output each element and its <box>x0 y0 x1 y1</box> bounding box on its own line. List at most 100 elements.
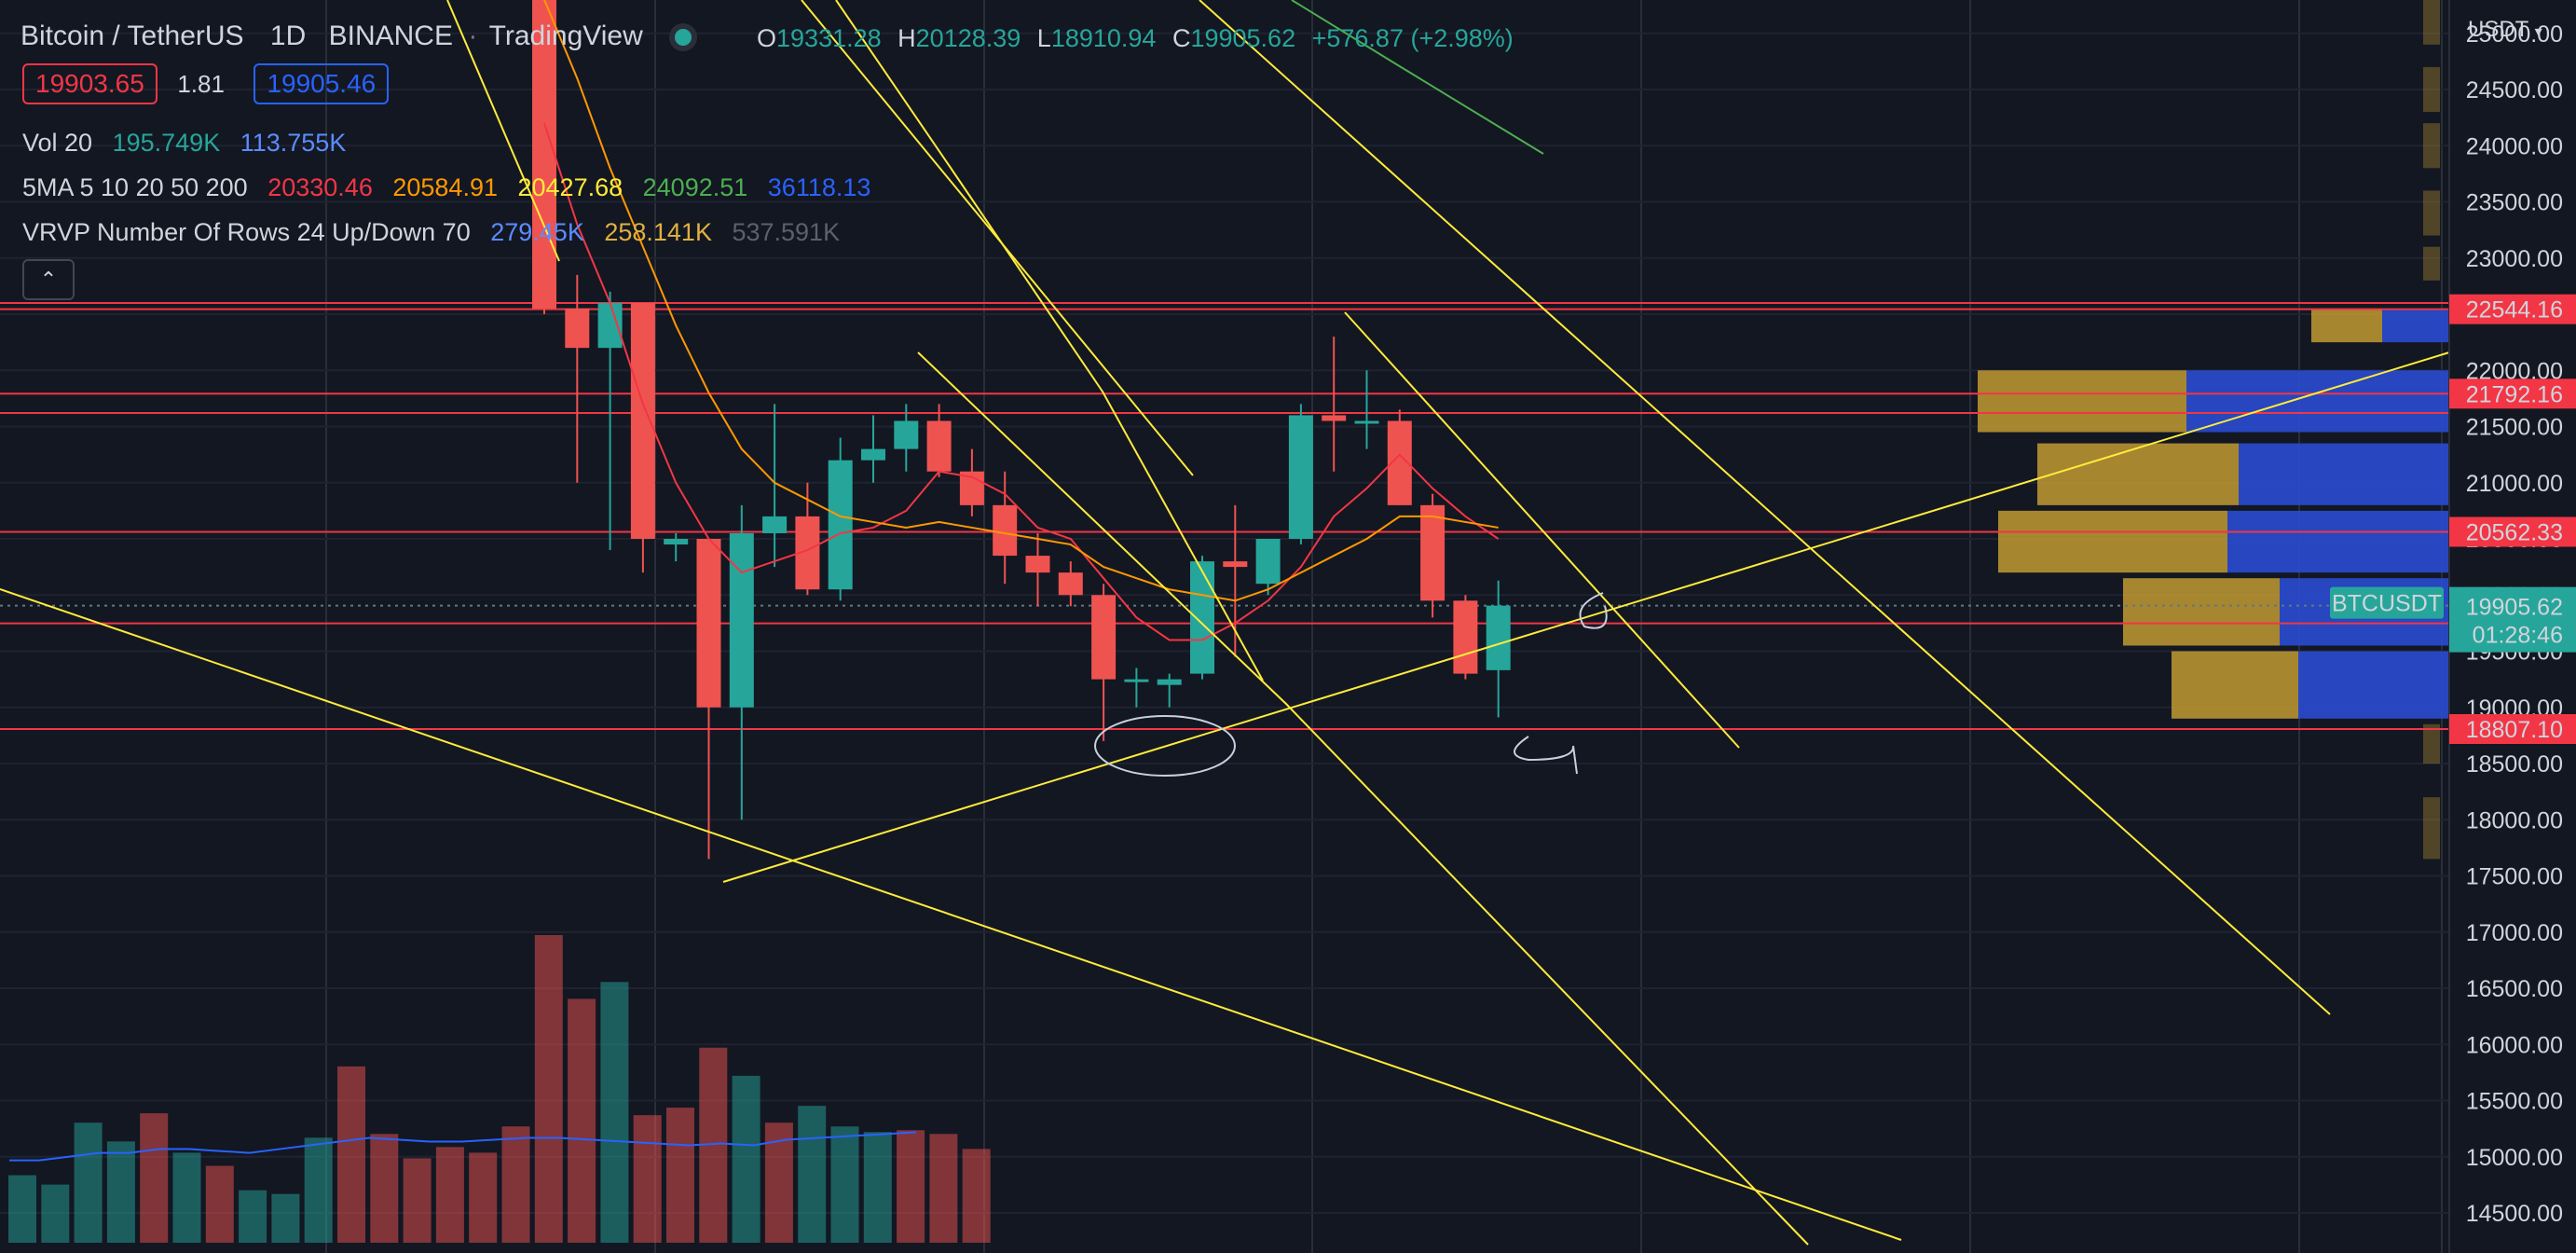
price-tick-label: 15500.00 <box>2466 1089 2563 1115</box>
candle-body <box>828 460 853 590</box>
collapse-legend-button[interactable]: ⌃ <box>22 259 75 300</box>
candle-body <box>926 420 952 472</box>
price-tag <box>2449 516 2576 547</box>
candle-body <box>1354 420 1379 424</box>
price-tick-label: 23500.00 <box>2466 190 2563 216</box>
price-tick-label: 21500.00 <box>2466 415 2563 441</box>
volume-bar <box>568 998 596 1243</box>
bid-price[interactable]: 19903.65 <box>22 63 158 104</box>
symbol-tag <box>2330 586 2444 619</box>
currency-selector[interactable]: USDT ▾ <box>2468 17 2542 42</box>
volume-profile-down <box>2227 510 2449 573</box>
last-price-label: 19905.62 <box>2466 595 2563 621</box>
price-tick-label: 25000.00 <box>2466 21 2563 48</box>
volume-profile-faint <box>2423 797 2440 860</box>
spread-value: 1.81 <box>177 70 225 98</box>
volume-profile-faint <box>2423 0 2440 45</box>
market-status-icon[interactable] <box>675 29 692 47</box>
ask-price[interactable]: 19905.46 <box>253 63 390 104</box>
candle-body <box>1091 595 1117 680</box>
trendline <box>0 588 1902 1241</box>
horizontal-levels <box>0 301 2449 730</box>
trendline <box>835 0 1264 682</box>
price-tag-label: 22544.16 <box>2466 297 2563 324</box>
trendline <box>722 351 2450 883</box>
volume-profile-up <box>2123 578 2280 646</box>
volume-bar <box>41 1184 70 1243</box>
ma-indicator-legend[interactable]: 5MA 5 10 20 50 200 20330.46 20584.91 204… <box>22 173 871 201</box>
candles <box>532 0 1511 860</box>
candle-body <box>1420 504 1446 601</box>
volume-bar <box>732 1075 760 1243</box>
candle-body <box>1223 561 1248 568</box>
trendline <box>1344 311 1740 749</box>
symbol-header[interactable]: Bitcoin / TetherUS 1D BINANCE · TradingV… <box>21 21 692 52</box>
last-price-tag <box>2449 586 2576 653</box>
volume-profile-up <box>2311 308 2382 343</box>
candle-body <box>1190 561 1214 674</box>
candle-body <box>532 0 556 309</box>
candle-body <box>1058 572 1083 596</box>
volume-profile-down <box>2382 308 2449 343</box>
volume-bar <box>403 1158 432 1243</box>
volume-bar <box>501 1126 530 1243</box>
volume-profile-down <box>2298 651 2449 719</box>
volume-bar <box>140 1113 169 1243</box>
volume-bar <box>304 1137 333 1243</box>
ma10-line <box>543 0 1499 602</box>
symbol-name[interactable]: Bitcoin / TetherUS <box>21 21 244 51</box>
price-tick-label: 18000.00 <box>2466 807 2563 833</box>
candle-body <box>597 302 623 349</box>
candle-body <box>1255 539 1281 585</box>
volume-profile-down <box>2239 443 2449 505</box>
price-tag <box>2449 713 2576 744</box>
volume-profile-faint <box>2423 66 2440 113</box>
candle-body <box>729 532 754 708</box>
candle-body <box>1124 679 1149 682</box>
volume-bar <box>633 1115 662 1243</box>
price-tick-label: 15000.00 <box>2466 1145 2563 1171</box>
volume-indicator-legend[interactable]: Vol 20 195.749K 113.755K <box>22 129 347 157</box>
trendline <box>917 351 1809 1246</box>
interval[interactable]: 1D <box>269 21 307 51</box>
candle-body <box>762 516 788 533</box>
countdown-label: 01:28:46 <box>2473 623 2563 649</box>
volume-bar <box>239 1190 267 1243</box>
volume-ma-line <box>9 1131 916 1162</box>
volume-bar <box>435 1147 464 1243</box>
ma50-line <box>1291 0 1544 155</box>
candle-body <box>1288 415 1313 539</box>
volume-bar <box>666 1108 694 1243</box>
price-tag-label: 20562.33 <box>2466 519 2563 545</box>
ohlc-values: O19331.28 H20128.39 L18910.94 C19905.62 … <box>757 24 1514 52</box>
volume-bar <box>929 1134 958 1243</box>
volume-profile <box>1978 0 2449 860</box>
candle-body <box>1157 679 1182 685</box>
price-tag-label: 21792.16 <box>2466 381 2563 407</box>
moving-averages <box>543 0 1544 641</box>
high-value: 20128.39 <box>915 24 1021 52</box>
volume-bar <box>600 982 629 1243</box>
trendline <box>801 0 1194 476</box>
open-value: 19331.28 <box>776 24 882 52</box>
candle-body <box>993 504 1018 557</box>
volume-bar <box>370 1134 399 1243</box>
symbol-tag-label: BTCUSDT <box>2332 591 2442 617</box>
volume-bar <box>337 1066 365 1243</box>
ma5-line <box>543 122 1500 641</box>
volume-profile-down <box>2186 370 2449 433</box>
volume-bar <box>205 1165 234 1243</box>
trendlines <box>0 0 2450 1246</box>
volume-profile-up <box>2037 443 2239 505</box>
candle-body <box>565 308 590 349</box>
price-tick-label: 17500.00 <box>2466 864 2563 890</box>
change-value: +576.87 (+2.98%) <box>1311 24 1514 52</box>
price-tick-label: 16000.00 <box>2466 1032 2563 1058</box>
price-tick-label: 24500.00 <box>2466 77 2563 103</box>
exchange: BINANCE <box>328 21 453 51</box>
candle-body <box>1025 556 1050 573</box>
candle-body <box>1453 600 1478 674</box>
vrvp-indicator-legend[interactable]: VRVP Number Of Rows 24 Up/Down 70 279.45… <box>22 218 841 246</box>
volume-profile-faint <box>2423 246 2440 281</box>
